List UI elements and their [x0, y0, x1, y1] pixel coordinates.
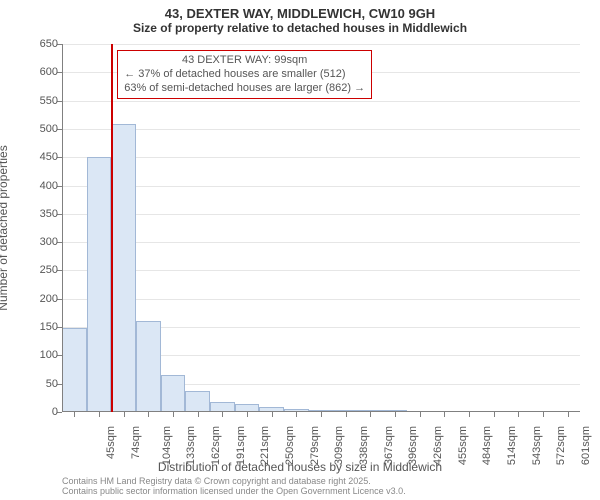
ytick-label: 0	[18, 406, 58, 418]
annotation-header: 43 DEXTER WAY: 99sqm	[124, 54, 365, 68]
xtick-mark	[148, 412, 149, 417]
xtick-mark	[74, 412, 75, 417]
ytick-label: 300	[18, 236, 58, 248]
subject-marker-line	[111, 44, 113, 412]
xtick-mark	[469, 412, 470, 417]
annotation-line2: 63% of semi-detached houses are larger (…	[124, 82, 365, 94]
ytick-label: 350	[18, 208, 58, 220]
xtick-mark	[222, 412, 223, 417]
ytick-label: 200	[18, 293, 58, 305]
xtick-label: 74sqm	[130, 426, 142, 459]
ytick-label: 650	[18, 38, 58, 50]
ytick-label: 150	[18, 321, 58, 333]
xtick-mark	[543, 412, 544, 417]
xtick-mark	[198, 412, 199, 417]
xtick-mark	[494, 412, 495, 417]
xtick-mark	[124, 412, 125, 417]
chart-title-line2: Size of property relative to detached ho…	[0, 21, 600, 39]
x-axis-title: Distribution of detached houses by size …	[0, 460, 600, 474]
xtick-mark	[420, 412, 421, 417]
footer-attribution: Contains HM Land Registry data © Crown c…	[62, 476, 406, 497]
xtick-mark	[568, 412, 569, 417]
footer-line2: Contains public sector information licen…	[62, 486, 406, 496]
xtick-mark	[518, 412, 519, 417]
ytick-label: 400	[18, 180, 58, 192]
annotation-box: 43 DEXTER WAY: 99sqm ← 37% of detached h…	[117, 50, 372, 99]
ytick-label: 600	[18, 66, 58, 78]
ytick-label: 450	[18, 151, 58, 163]
ytick-label: 500	[18, 123, 58, 135]
xtick-mark	[321, 412, 322, 417]
xtick-mark	[444, 412, 445, 417]
chart-title-line1: 43, DEXTER WAY, MIDDLEWICH, CW10 9GH	[0, 0, 600, 21]
chart-container: 43, DEXTER WAY, MIDDLEWICH, CW10 9GH Siz…	[0, 0, 600, 500]
plot-area: 43 DEXTER WAY: 99sqm ← 37% of detached h…	[62, 44, 580, 412]
xtick-mark	[370, 412, 371, 417]
ytick-label: 550	[18, 95, 58, 107]
xtick-label: 45sqm	[105, 426, 117, 459]
xtick-mark	[296, 412, 297, 417]
ytick-label: 50	[18, 378, 58, 390]
ytick-label: 250	[18, 264, 58, 276]
xtick-mark	[395, 412, 396, 417]
xtick-mark	[346, 412, 347, 417]
xtick-mark	[99, 412, 100, 417]
xtick-mark	[247, 412, 248, 417]
overlay-layer: 43 DEXTER WAY: 99sqm ← 37% of detached h…	[62, 44, 580, 412]
y-axis-title: Number of detached properties	[0, 145, 10, 310]
xtick-mark	[272, 412, 273, 417]
ytick-label: 100	[18, 349, 58, 361]
annotation-line1: ← 37% of detached houses are smaller (51…	[124, 68, 345, 80]
footer-line1: Contains HM Land Registry data © Crown c…	[62, 476, 406, 486]
xtick-mark	[173, 412, 174, 417]
